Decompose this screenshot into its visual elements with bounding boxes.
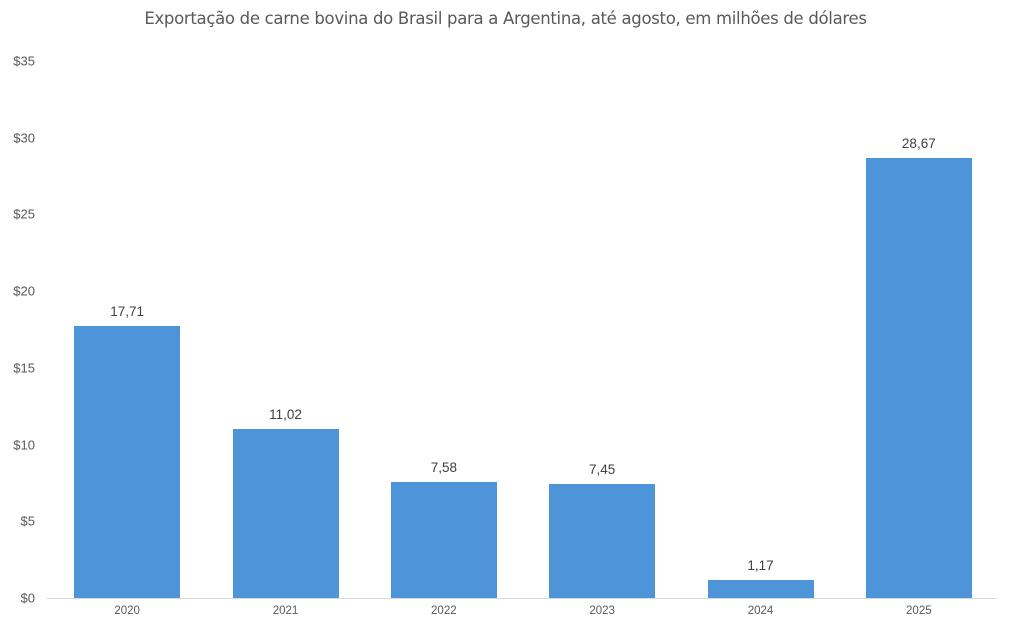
- bar: [232, 428, 339, 598]
- x-tick-label: 2025: [906, 605, 932, 617]
- bar-value-label: 1,17: [747, 558, 774, 574]
- x-tick-label: 2021: [272, 605, 299, 617]
- y-tick-label: $0: [20, 590, 35, 606]
- y-tick-label: $5: [20, 513, 35, 529]
- chart-title: Exportação de carne bovina do Brasil par…: [144, 9, 867, 28]
- y-tick-label: $20: [13, 283, 35, 299]
- bar-value-label: 28,67: [901, 136, 936, 152]
- bar: [707, 580, 814, 598]
- bar: [549, 483, 656, 598]
- y-tick-label: $30: [13, 130, 35, 146]
- bar: [865, 158, 972, 598]
- bar-value-label: 7,45: [589, 461, 616, 477]
- x-tick-label: 2020: [114, 605, 140, 617]
- x-tick-label: 2023: [589, 605, 615, 617]
- x-tick-label: 2022: [431, 605, 457, 617]
- y-tick-label: $35: [13, 53, 35, 69]
- bar-value-label: 11,02: [269, 406, 302, 422]
- bar: [390, 481, 497, 598]
- bar: [74, 326, 181, 598]
- x-tick-label: 2024: [747, 605, 774, 617]
- bar-value-label: 17,71: [110, 304, 145, 320]
- y-tick-label: $15: [13, 360, 35, 376]
- y-tick-label: $25: [13, 206, 35, 222]
- x-axis-line: [47, 598, 997, 599]
- y-tick-label: $10: [13, 437, 35, 453]
- bar-value-label: 7,58: [430, 459, 457, 475]
